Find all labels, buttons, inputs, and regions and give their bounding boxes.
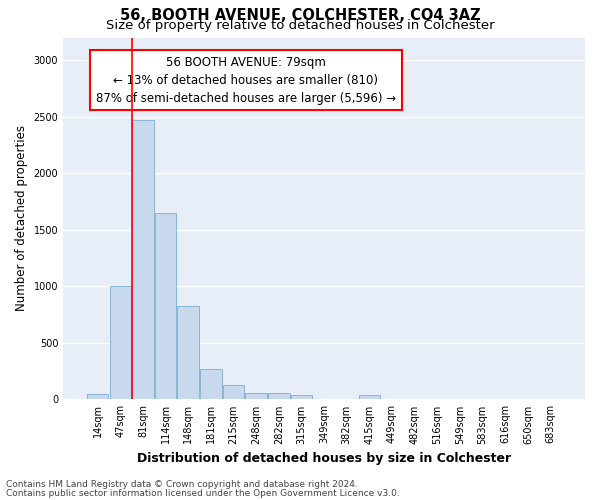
Bar xyxy=(132,120,154,400)
Y-axis label: Number of detached properties: Number of detached properties xyxy=(15,126,28,312)
Bar xyxy=(155,213,176,400)
Bar xyxy=(223,386,244,400)
Bar xyxy=(200,369,221,400)
Bar xyxy=(268,393,290,400)
X-axis label: Distribution of detached houses by size in Colchester: Distribution of detached houses by size … xyxy=(137,452,511,465)
Text: Size of property relative to detached houses in Colchester: Size of property relative to detached ho… xyxy=(106,19,494,32)
Text: 56 BOOTH AVENUE: 79sqm
← 13% of detached houses are smaller (810)
87% of semi-de: 56 BOOTH AVENUE: 79sqm ← 13% of detached… xyxy=(96,56,396,104)
Bar xyxy=(110,286,131,400)
Bar xyxy=(245,393,267,400)
Bar xyxy=(87,394,109,400)
Text: Contains HM Land Registry data © Crown copyright and database right 2024.: Contains HM Land Registry data © Crown c… xyxy=(6,480,358,489)
Text: 56, BOOTH AVENUE, COLCHESTER, CO4 3AZ: 56, BOOTH AVENUE, COLCHESTER, CO4 3AZ xyxy=(119,8,481,22)
Bar xyxy=(359,396,380,400)
Bar xyxy=(290,396,312,400)
Bar xyxy=(178,306,199,400)
Text: Contains public sector information licensed under the Open Government Licence v3: Contains public sector information licen… xyxy=(6,488,400,498)
